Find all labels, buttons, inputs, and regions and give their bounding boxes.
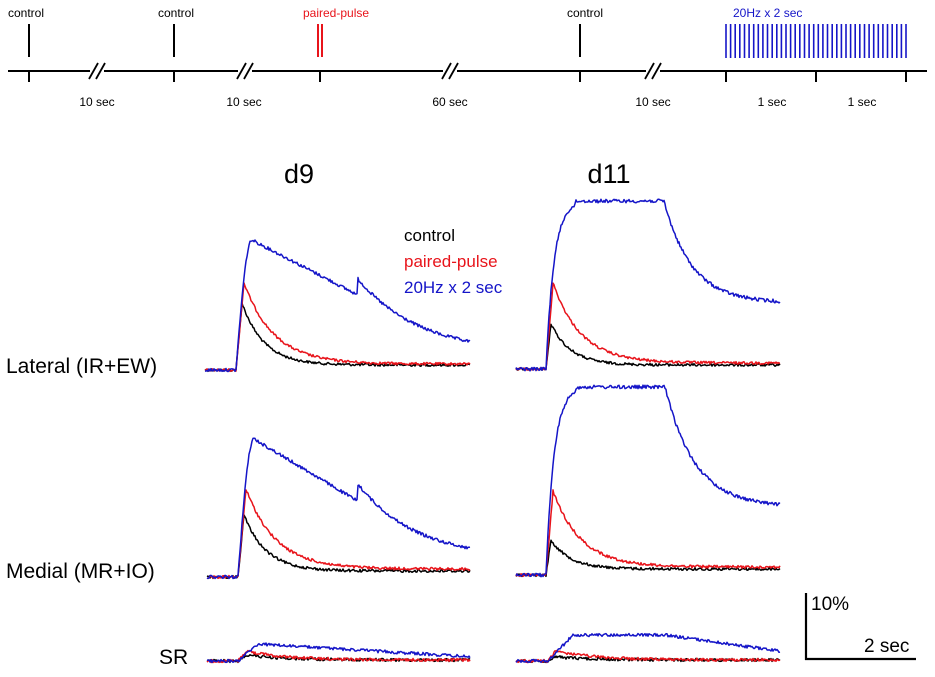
trace-pulse-train-d11-lateral	[515, 198, 781, 372]
interval-label: 10 sec	[226, 95, 261, 109]
trace-pulse-train-d9-medial	[206, 437, 471, 580]
trace-pulse-train-sr	[207, 642, 471, 664]
column-title-d11: d11	[587, 159, 630, 189]
row-label-lateral: Lateral (IR+EW)	[6, 355, 157, 378]
scale-bar-amplitude-label: 10%	[811, 594, 849, 615]
timeline-label-control: control	[8, 6, 44, 20]
interval-label: 1 sec	[758, 95, 787, 109]
pulse-train-mark	[725, 24, 907, 58]
legend-pulse-train: 20Hz x 2 sec	[404, 278, 503, 297]
trace-paired-pulse-d9-medial	[206, 489, 471, 580]
timeline: control control paired-pulse control 20H…	[8, 6, 927, 109]
timeline-label-paired-pulse: paired-pulse	[303, 6, 369, 20]
interval-label: 60 sec	[432, 95, 467, 109]
traces	[204, 198, 781, 664]
scale-bar: 10% 2 sec	[804, 593, 916, 661]
trace-pulse-train-d9-lateral	[204, 239, 471, 373]
timeline-breaks	[88, 62, 662, 80]
trace-control-d11-lateral	[515, 323, 781, 371]
timeline-label-control: control	[158, 6, 194, 20]
row-label-medial: Medial (MR+IO)	[6, 560, 155, 583]
row-label-sr: SR	[159, 646, 188, 669]
trace-control-d9-medial	[206, 514, 471, 580]
trace-pulse-train-sr	[515, 632, 781, 664]
timeline-label-pulse-train: 20Hz x 2 sec	[733, 6, 802, 20]
trace-paired-pulse-d11-medial	[515, 489, 781, 578]
legend: control paired-pulse 20Hz x 2 sec	[404, 226, 503, 297]
timeline-label-control: control	[567, 6, 603, 20]
column-title-d9: d9	[284, 159, 314, 189]
interval-label: 10 sec	[635, 95, 670, 109]
trace-paired-pulse-sr	[515, 649, 781, 664]
timeline-ticks	[28, 71, 907, 82]
legend-paired-pulse: paired-pulse	[404, 252, 498, 271]
interval-label: 1 sec	[848, 95, 877, 109]
trace-pulse-train-d11-medial	[515, 384, 781, 578]
legend-control: control	[404, 226, 455, 245]
trace-paired-pulse-d9-lateral	[204, 282, 471, 373]
trace-control-d11-medial	[515, 539, 781, 578]
interval-label: 10 sec	[79, 95, 114, 109]
scale-bar-time-label: 2 sec	[864, 636, 909, 657]
trace-control-d9-lateral	[204, 302, 471, 373]
trace-paired-pulse-d11-lateral	[515, 282, 781, 371]
